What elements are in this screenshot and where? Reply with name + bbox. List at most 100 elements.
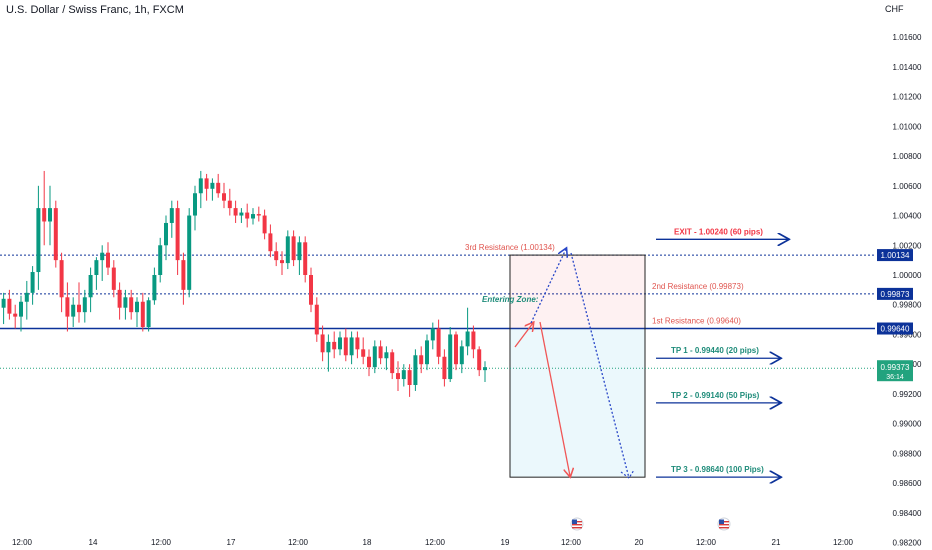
candle-body — [430, 328, 435, 341]
x-tick-label: 12:00 — [12, 538, 33, 547]
y-tick-label: 0.98400 — [893, 509, 922, 518]
x-tick-label: 19 — [501, 538, 510, 547]
candle-body — [187, 215, 192, 290]
candle-body — [309, 275, 313, 305]
candle-body — [204, 178, 209, 189]
candle-body — [477, 349, 482, 371]
candle-body — [372, 346, 377, 368]
candle-body — [303, 242, 308, 275]
price-badge — [877, 322, 913, 335]
candle-body — [88, 275, 93, 298]
candle-body — [256, 214, 261, 216]
y-tick-label: 0.99200 — [893, 390, 922, 399]
candle-body — [65, 297, 70, 317]
x-tick-label: 12:00 — [696, 538, 717, 547]
candle-body — [24, 292, 29, 302]
candle-body — [326, 341, 331, 353]
candle-body — [42, 208, 47, 222]
candle-body — [100, 252, 105, 261]
projection-arrow-head — [620, 469, 635, 479]
candle-body — [7, 298, 12, 314]
candle-body — [459, 346, 464, 365]
candle-body — [36, 208, 41, 273]
y-tick-label: 1.00200 — [893, 241, 922, 250]
candle-body — [30, 272, 35, 293]
us-flag-icon[interactable] — [570, 517, 584, 531]
y-tick-label: 0.99800 — [893, 301, 922, 310]
currency-label: CHF — [885, 4, 904, 14]
candle-body — [181, 260, 186, 290]
candle-body — [233, 208, 238, 216]
candle-body — [158, 245, 163, 275]
x-tick-label: 14 — [89, 538, 98, 547]
us-flag-icon[interactable] — [717, 517, 731, 531]
price-badge-label: 0.99873 — [881, 290, 910, 299]
candle-body — [245, 212, 250, 219]
candle-body — [332, 341, 337, 350]
candle-body — [465, 331, 470, 347]
candle-body — [140, 301, 145, 328]
candle-body — [227, 200, 232, 209]
y-tick-label: 0.98800 — [893, 449, 922, 458]
candle-body — [111, 267, 116, 290]
candle-body — [152, 275, 157, 301]
candle-body — [222, 193, 226, 201]
candle-body — [123, 297, 128, 308]
candle-body — [210, 182, 215, 189]
candle-body — [274, 251, 279, 261]
candle-body — [77, 304, 81, 313]
candle-body — [361, 349, 366, 357]
candle-body — [53, 208, 58, 261]
candle-body — [483, 367, 487, 371]
resistance-label: 3rd Resistance (1.00134) — [465, 243, 555, 252]
candle-body — [343, 337, 348, 356]
tp-label: TP 3 - 0.98640 (100 Pips) — [671, 465, 764, 474]
candle-body — [198, 178, 203, 194]
candle-body — [262, 215, 267, 234]
x-tick-label: 17 — [227, 538, 236, 547]
candle-body — [349, 337, 354, 356]
candle-body — [425, 340, 429, 365]
candle-body — [59, 260, 64, 298]
candle-body — [338, 337, 342, 350]
candle-body — [239, 212, 244, 216]
candle-body — [401, 370, 406, 380]
chart-title: U.S. Dollar / Swiss Franc, 1h, FXCM — [6, 4, 184, 16]
candle-body — [251, 214, 255, 219]
y-tick-label: 1.01000 — [893, 122, 922, 131]
y-tick-label: 1.01600 — [893, 33, 922, 42]
candle-body — [268, 233, 273, 252]
y-tick-label: 1.00600 — [893, 182, 922, 191]
candle-body — [169, 208, 174, 223]
candle-body — [94, 260, 99, 275]
resistance-label: 1st Resistance (0.99640) — [652, 317, 741, 326]
x-tick-label: 12:00 — [561, 538, 582, 547]
candle-body — [1, 298, 6, 308]
price-badge-label: 0.99640 — [881, 325, 910, 334]
candle-body — [106, 252, 110, 268]
current-price-badge — [877, 360, 913, 382]
x-tick-label: 21 — [772, 538, 781, 547]
candle-body — [193, 193, 197, 216]
candle-body — [285, 236, 290, 264]
candle-body — [164, 222, 168, 246]
candle-body — [436, 328, 441, 357]
candle-body — [413, 355, 418, 385]
price-badge — [877, 287, 913, 300]
x-tick-label: 20 — [635, 538, 644, 547]
y-tick-label: 1.00800 — [893, 152, 922, 161]
candle-body — [454, 334, 458, 365]
resistance-label: 2nd Resistance (0.99873) — [652, 282, 744, 291]
current-price-label: 0.99373 — [881, 363, 910, 372]
y-tick-label: 0.98200 — [893, 539, 922, 548]
profit-zone — [510, 328, 645, 478]
candle-body — [135, 301, 139, 313]
candle-body — [175, 208, 180, 261]
y-tick-label: 0.99600 — [893, 330, 922, 339]
x-tick-label: 18 — [363, 538, 372, 547]
candle-body — [117, 289, 122, 308]
candle-body — [390, 352, 395, 374]
candle-body — [355, 337, 360, 350]
candle-body — [13, 313, 18, 317]
